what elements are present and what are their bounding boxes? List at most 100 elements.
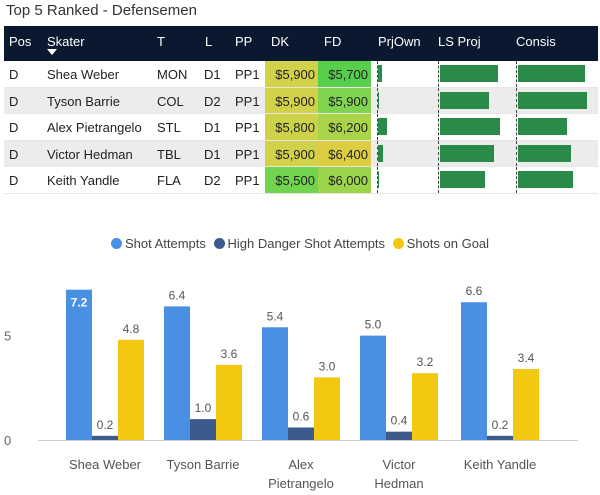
data-label: 1.0 (195, 401, 212, 415)
consis-bar (518, 91, 587, 109)
header-skater[interactable]: Skater (47, 34, 85, 49)
lsproj-bar (440, 171, 485, 189)
consis-bar (518, 118, 567, 136)
data-label: 0.2 (492, 418, 509, 432)
bar-2 (412, 373, 438, 440)
data-label: 3.6 (221, 347, 238, 361)
cell-skater: Victor Hedman (47, 146, 133, 162)
column-divider (438, 87, 439, 114)
x-tick-label: Alex (288, 457, 314, 472)
bar-1 (92, 435, 118, 440)
legend-dot-icon (213, 238, 225, 249)
cell-line: D1 (204, 120, 221, 136)
cell-fd: $6,400 (318, 140, 371, 167)
cell-skater: Keith Yandle (47, 173, 120, 189)
legend-label: Shot Attempts (124, 236, 206, 251)
legend-dot-icon (110, 238, 122, 249)
cell-line: D1 (204, 146, 221, 162)
table-row[interactable]: D Victor Hedman TBL D1 PP1 $5,900 $6,400 (4, 140, 598, 168)
data-label: 0.4 (391, 414, 408, 428)
column-divider (438, 167, 439, 193)
prjown-bar (378, 65, 382, 82)
legend-item-shots-on-goal[interactable]: Shots on Goal (392, 236, 489, 251)
bar-0 (66, 289, 92, 440)
prjown-bar (378, 171, 380, 189)
cell-line: D1 (204, 67, 221, 82)
chart-legend: Shot Attempts High Danger Shot Attempts … (0, 236, 600, 251)
lsproj-bar (440, 65, 499, 82)
consis-bar (518, 65, 586, 82)
column-divider (377, 87, 378, 114)
legend-item-high-danger[interactable]: High Danger Shot Attempts (213, 236, 386, 251)
cell-pp: PP1 (235, 120, 260, 136)
column-divider (438, 114, 439, 140)
column-divider (438, 61, 439, 87)
table-row[interactable]: D Shea Weber MON D1 PP1 $5,900 $5,700 (4, 61, 598, 88)
data-label: 5.4 (267, 309, 284, 323)
ranking-table: Pos Skater T L PP DK FD PrjOwn LS Proj C… (4, 26, 598, 194)
header-team[interactable]: T (157, 34, 165, 49)
header-pp[interactable]: PP (235, 34, 253, 49)
bar-2 (216, 364, 242, 440)
bar-2 (314, 377, 340, 440)
sort-desc-icon (47, 49, 57, 55)
column-divider (516, 167, 517, 193)
table-row[interactable]: D Alex Pietrangelo STL D1 PP1 $5,800 $6,200 (4, 114, 598, 141)
header-fd[interactable]: FD (324, 34, 342, 49)
cell-skater: Tyson Barrie (47, 93, 120, 109)
x-tick-label: Shea Weber (69, 457, 142, 472)
prjown-bar (378, 91, 380, 109)
shots-bar-chart: 0 5 7.2 0.2 4.8 Shea Weber 6.4 1.0 3.6 Tyson Barr… (4, 284, 578, 491)
legend-dot-icon (392, 238, 404, 249)
cell-dk: $5,900 (265, 61, 318, 87)
x-tick-label: Hedman (374, 476, 423, 491)
cell-team: MON (157, 67, 188, 82)
cell-pos: D (9, 120, 19, 136)
x-tick-label: Pietrangelo (268, 476, 334, 491)
header-prjown[interactable]: PrjOwn (378, 34, 421, 49)
cell-pp: PP1 (235, 173, 260, 189)
cell-pos: D (9, 67, 19, 82)
table-row[interactable]: D Tyson Barrie COL D2 PP1 $5,900 $5,900 (4, 87, 598, 115)
x-tick-label: Tyson Barrie (167, 457, 240, 472)
data-label: 3.4 (518, 351, 535, 365)
header-lsproj[interactable]: LS Proj (438, 34, 481, 49)
header-line[interactable]: L (205, 34, 213, 49)
column-divider (377, 61, 378, 87)
legend-label: High Danger Shot Attempts (227, 236, 386, 251)
consis-bar (518, 171, 573, 189)
data-label: 5.0 (365, 318, 382, 332)
cell-fd: $6,200 (318, 114, 371, 140)
cell-fd: $6,000 (318, 167, 371, 193)
data-label: 4.8 (123, 322, 140, 336)
header-dk[interactable]: DK (271, 34, 290, 49)
column-divider (516, 87, 517, 114)
cell-dk: $5,800 (265, 114, 318, 140)
cell-team: COL (157, 93, 184, 109)
header-consis[interactable]: Consis (516, 34, 556, 49)
cell-fd: $5,900 (318, 87, 371, 114)
cell-pp: PP1 (235, 67, 260, 82)
lsproj-bar (440, 118, 501, 136)
legend-item-shot-attempts[interactable]: Shot Attempts (110, 236, 206, 251)
lsproj-bar (440, 91, 489, 109)
cell-pos: D (9, 173, 19, 189)
cell-dk: $5,500 (265, 167, 318, 193)
header-pos[interactable]: Pos (9, 34, 32, 49)
cell-fd: $5,700 (318, 61, 371, 87)
cell-line: D2 (204, 173, 221, 189)
column-divider (377, 114, 378, 140)
lsproj-bar (440, 144, 494, 162)
prjown-bar (378, 144, 383, 162)
cell-pos: D (9, 93, 19, 109)
table-row[interactable]: D Keith Yandle FLA D2 PP1 $5,500 $6,000 (4, 167, 598, 194)
bar-0 (461, 302, 487, 440)
consis-bar (518, 144, 572, 162)
bar-0 (164, 306, 190, 440)
data-label: 3.2 (417, 355, 434, 369)
column-divider (377, 167, 378, 193)
cell-pos: D (9, 146, 19, 162)
data-label: 6.6 (466, 284, 483, 298)
x-tick-label: Keith Yandle (464, 457, 537, 472)
cell-skater: Shea Weber (47, 67, 120, 82)
